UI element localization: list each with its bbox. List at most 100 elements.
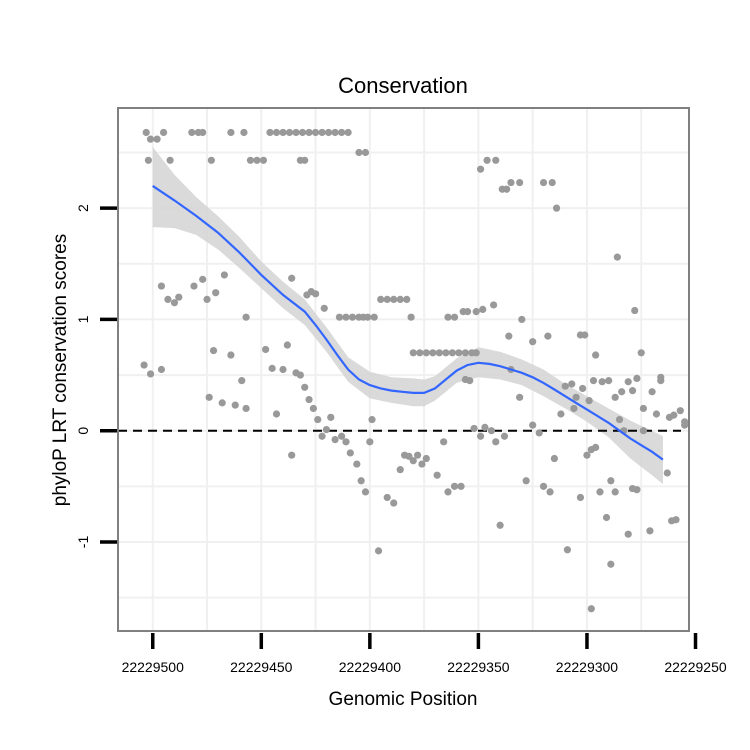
- data-point: [598, 378, 606, 386]
- data-point: [552, 204, 561, 212]
- data-point: [463, 308, 472, 316]
- data-point: [146, 370, 155, 378]
- data-point: [253, 156, 261, 164]
- data-point: [344, 128, 352, 137]
- data-point: [516, 178, 524, 187]
- data-point: [503, 185, 511, 193]
- data-point: [648, 388, 656, 396]
- data-point: [203, 295, 211, 303]
- data-point: [396, 466, 404, 474]
- data-point: [631, 306, 639, 315]
- data-point: [548, 178, 556, 187]
- data-point: [242, 404, 250, 413]
- data-point: [628, 387, 637, 395]
- plot-border: [117, 107, 690, 632]
- data-point: [262, 345, 270, 354]
- data-point: [318, 128, 326, 137]
- data-point: [296, 371, 304, 379]
- data-point: [605, 377, 613, 385]
- data-point: [522, 477, 530, 485]
- data-point: [390, 295, 398, 303]
- data-point: [433, 471, 441, 479]
- data-point: [652, 410, 661, 418]
- data-point: [516, 393, 524, 401]
- data-point: [288, 274, 296, 282]
- data-point: [557, 410, 565, 418]
- data-point: [670, 411, 678, 419]
- data-point: [587, 605, 595, 613]
- x-tick-label: 22229500: [122, 659, 185, 675]
- data-point: [331, 128, 339, 137]
- data-point: [355, 148, 363, 157]
- data-point: [342, 313, 350, 321]
- data-point: [390, 499, 398, 507]
- data-point: [324, 128, 333, 137]
- data-point: [461, 349, 469, 357]
- data-point: [311, 290, 320, 298]
- data-point: [407, 313, 415, 321]
- data-point: [450, 313, 459, 321]
- data-point: [288, 451, 296, 459]
- data-point: [227, 128, 235, 137]
- data-point: [279, 128, 287, 137]
- data-point: [444, 488, 452, 496]
- data-point: [227, 351, 235, 359]
- data-point: [483, 156, 491, 164]
- data-point: [681, 421, 689, 429]
- data-point: [409, 457, 417, 465]
- data-point: [529, 421, 537, 429]
- data-point: [159, 128, 168, 137]
- data-point: [663, 469, 671, 477]
- data-point: [166, 156, 174, 164]
- data-point: [481, 423, 489, 431]
- data-point: [361, 148, 370, 157]
- data-point: [450, 482, 459, 490]
- data-point: [366, 438, 374, 446]
- data-point: [327, 413, 335, 421]
- x-axis-label: Genomic Position: [329, 689, 478, 710]
- data-point: [611, 393, 619, 401]
- data-point: [209, 346, 218, 355]
- data-point: [422, 349, 430, 357]
- data-point: [140, 361, 148, 369]
- data-point: [199, 128, 207, 137]
- x-tick-label: 22229450: [230, 659, 293, 675]
- data-point: [429, 349, 437, 357]
- data-point: [414, 451, 422, 459]
- data-point: [418, 460, 426, 468]
- data-point: [298, 128, 307, 137]
- data-point: [442, 349, 450, 357]
- data-point: [335, 313, 344, 321]
- data-point: [301, 383, 309, 391]
- data-point: [518, 315, 526, 324]
- data-point: [374, 547, 383, 555]
- data-point: [492, 438, 500, 446]
- data-point: [338, 432, 346, 440]
- data-point: [346, 449, 354, 457]
- data-point: [242, 313, 250, 321]
- data-point: [676, 407, 684, 415]
- data-point: [338, 128, 346, 137]
- data-point: [596, 488, 604, 496]
- data-point: [500, 432, 509, 440]
- data-point: [272, 410, 281, 418]
- data-point: [279, 365, 287, 374]
- data-point: [416, 349, 424, 357]
- data-point: [205, 393, 213, 401]
- data-point: [624, 378, 632, 386]
- points-layer: [140, 128, 689, 613]
- data-point: [579, 384, 587, 393]
- data-point: [568, 380, 576, 388]
- data-point: [266, 128, 274, 137]
- data-point: [311, 128, 320, 137]
- data-point: [318, 432, 326, 440]
- chart-title: Conservation: [338, 73, 468, 98]
- data-point: [487, 427, 496, 435]
- data-point: [305, 395, 313, 404]
- data-point: [146, 135, 155, 143]
- data-point: [199, 275, 207, 283]
- y-tick-label: 1: [75, 315, 91, 323]
- data-point: [546, 488, 554, 496]
- data-point: [507, 178, 515, 187]
- data-point: [405, 452, 413, 460]
